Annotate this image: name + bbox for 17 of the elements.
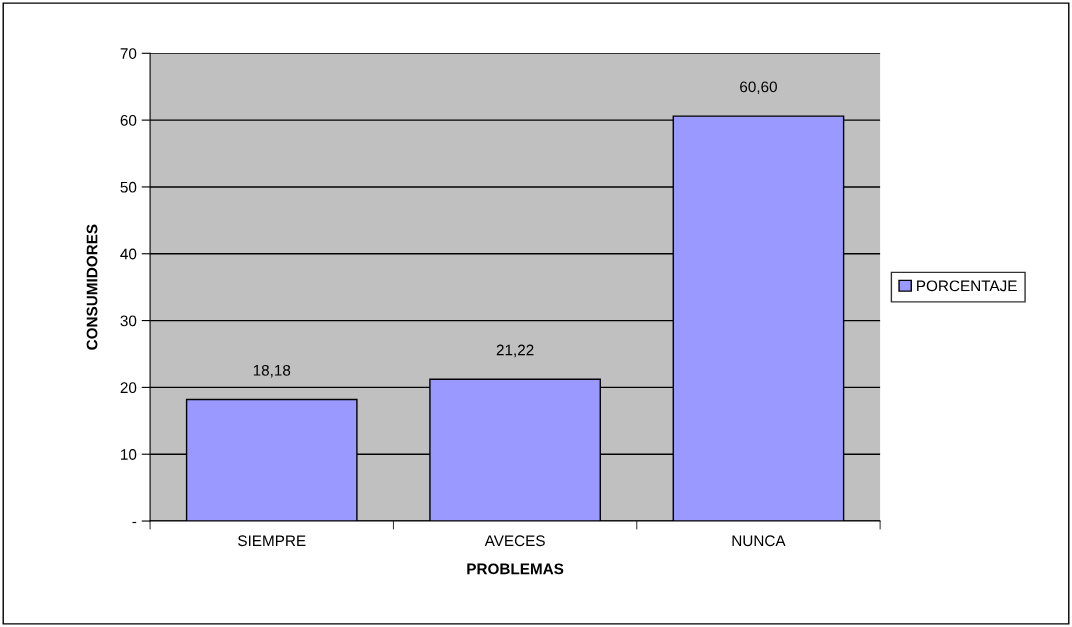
x-tick-label: SIEMPRE [238,535,306,547]
data-label: 21,22 [496,344,534,358]
data-label: 18,18 [253,364,291,378]
y-tick-label: 50 [120,181,137,193]
y-tick-label: - [132,521,137,524]
y-tick-label: 70 [120,48,137,59]
data-label: 60,60 [740,81,777,95]
y-tick-label: 60 [120,114,137,126]
x-tick-label: AVECES [484,535,545,547]
legend-label: PORCENTAJE [917,280,1017,292]
y-tick-label: 30 [120,315,137,327]
y-axis-title: CONSUMIDORES [86,224,98,350]
x-axis-title: PROBLEMAS [467,563,564,575]
y-tick-label: 40 [120,248,137,260]
y-tick-label: 10 [121,449,137,460]
y-tick-label: 20 [120,382,137,394]
x-tick-label: NUNCA [732,535,786,547]
